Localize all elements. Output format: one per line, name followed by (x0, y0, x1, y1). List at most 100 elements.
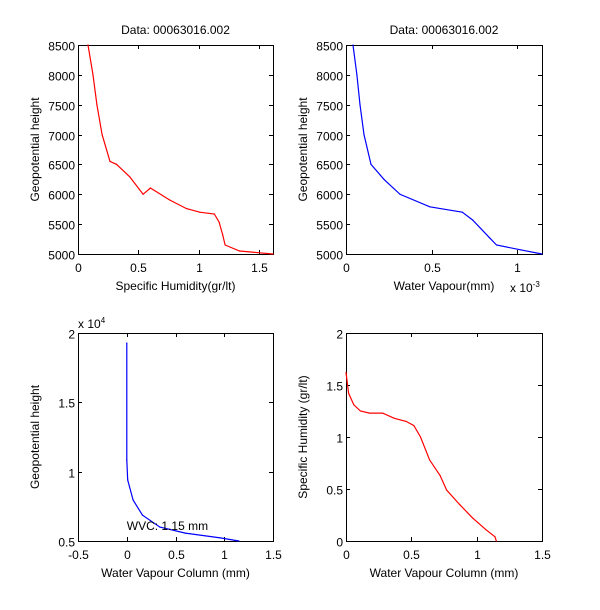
chart-title: Data: 00063016.002 (121, 23, 230, 37)
data-point (126, 459, 128, 461)
y-tick-label: 5500 (48, 219, 75, 233)
data-point (109, 160, 111, 162)
data-point (127, 479, 129, 481)
data-point (519, 249, 522, 251)
chart-wv-vs-height: 0 0.5 1 5000 5500 6000 6500 7000 7500 8000 8500 x 1… (296, 23, 543, 295)
data-point (495, 244, 498, 246)
data-point (495, 540, 497, 542)
x-tick-label: 0 (343, 548, 350, 562)
data-point (222, 234, 224, 236)
data-point (184, 532, 186, 534)
chart-title: Data: 00063016.002 (390, 23, 499, 37)
y-tick-label: 7500 (48, 100, 75, 114)
axes-frame (78, 333, 274, 542)
y-axis-label: Geopotential height (28, 97, 42, 202)
y-tick-label: 5000 (48, 249, 75, 263)
y-tick-label: 0.5 (326, 484, 343, 498)
data-point (359, 104, 361, 106)
series-line (345, 372, 497, 542)
data-point (413, 425, 415, 427)
data-point (199, 211, 201, 213)
y-tick-label: 8000 (316, 70, 343, 84)
data-point (541, 253, 543, 255)
y-exponent-label: x 104 (78, 316, 106, 331)
y-axis-label: Geopotential height (296, 97, 310, 202)
x-tick-label: 0.5 (130, 261, 147, 275)
x-axis-label: Specific Humidity(gr/lt) (115, 279, 235, 293)
x-tick-label: 1 (514, 261, 521, 275)
x-tick-label: 0 (124, 548, 131, 562)
data-point (149, 187, 151, 189)
data-point (239, 250, 241, 252)
data-point (405, 420, 407, 422)
data-point (92, 74, 94, 76)
y-tick-label: 2 (336, 328, 343, 342)
x-exponent-label: x 10-3 (510, 280, 540, 295)
data-point (238, 540, 240, 542)
chart-sh-vs-height: 0 0.5 1 1.5 5000 5500 6000 6500 7000 7500 8000 8500… (28, 23, 274, 293)
y-tick-label: 1 (336, 432, 343, 446)
x-tick-label: 1 (196, 261, 203, 275)
y-tick-label: 6500 (48, 159, 75, 173)
data-point (219, 537, 221, 539)
x-axis-label: Water Vapour Column (mm) (370, 566, 519, 580)
x-tick-label: 0.5 (424, 261, 441, 275)
data-point (142, 193, 144, 195)
data-point (87, 44, 89, 46)
data-point (218, 221, 220, 223)
y-tick-label: 2 (68, 328, 75, 342)
data-point (459, 504, 461, 506)
data-point (352, 44, 354, 46)
data-point (370, 163, 372, 165)
y-axis-label: Geopotential height (28, 384, 42, 489)
x-axis-label: Water Vapour(mm) (394, 279, 495, 293)
y-exponent-power: 4 (101, 316, 106, 325)
x-axis-label: Water Vapour Column (mm) (101, 566, 250, 580)
y-tick-label: 7000 (48, 130, 75, 144)
data-point (383, 178, 385, 180)
data-point (129, 176, 131, 178)
y-tick-label: 5000 (316, 249, 343, 263)
x-exponent-power: -3 (533, 280, 541, 289)
data-point (446, 489, 448, 491)
data-point (472, 517, 474, 519)
axes-frame (346, 333, 543, 542)
data-point (419, 436, 422, 438)
y-axis-label: Specific Humidity (gr/lt) (296, 375, 310, 498)
data-point (345, 371, 347, 374)
data-point (356, 74, 358, 76)
data-point (348, 392, 350, 394)
data-point (141, 514, 143, 516)
data-point (393, 417, 395, 419)
axes-frame (346, 45, 543, 255)
data-point (472, 219, 474, 221)
data-point (213, 213, 215, 215)
data-point (159, 526, 161, 528)
annotation-label: WVC: 1.15 mm (127, 519, 208, 533)
data-point (439, 474, 441, 477)
x-tick-label: 1 (474, 548, 481, 562)
y-tick-label: 6000 (316, 189, 343, 203)
data-point (429, 459, 431, 461)
data-point (116, 163, 118, 165)
data-point (101, 134, 103, 136)
x-tick-label: 0 (75, 261, 82, 275)
chart-wvc-vs-height: -0.5 0 0.5 1 1.5 0.5 1 1.5 2x 104 Water Vapour Co… (28, 316, 282, 580)
data-point (382, 412, 384, 414)
data-point (132, 499, 134, 501)
x-tick-label: 1.5 (265, 548, 282, 562)
y-tick-label: 6500 (316, 159, 343, 173)
data-point (368, 412, 371, 414)
data-point (461, 211, 463, 213)
y-tick-label: 7500 (316, 100, 343, 114)
x-tick-label: 1.5 (534, 548, 551, 562)
y-tick-label: 1.5 (326, 380, 343, 394)
y-tick-label: 8000 (48, 70, 75, 84)
y-tick-label: 6000 (48, 189, 75, 203)
x-tick-label: 1.5 (251, 261, 268, 275)
series-line (352, 44, 543, 255)
data-point (126, 342, 128, 344)
chart-wvc-vs-sh: 0 0.5 1 1.5 0 0.5 1 1.5 2 Water Vapour Column (mm… (296, 328, 551, 581)
data-point (363, 134, 365, 136)
